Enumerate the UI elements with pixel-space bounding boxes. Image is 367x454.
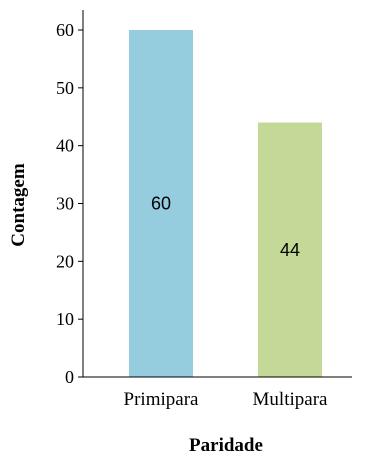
x-axis-labels: Primipara Multipara (124, 389, 328, 410)
bar-primipara (129, 30, 193, 377)
y-axis-title: Contagem (8, 163, 29, 247)
y-tick-label: 30 (56, 194, 74, 214)
x-category-label: Primipara (124, 389, 199, 410)
y-tick-label: 40 (56, 136, 74, 156)
y-tick-label: 50 (56, 78, 74, 98)
y-tick-label: 60 (56, 20, 74, 40)
x-axis-title: Paridade (189, 435, 263, 454)
bar-multipara (258, 122, 322, 378)
bar-value-label: 44 (280, 240, 300, 260)
x-category-label: Multipara (253, 389, 328, 410)
bar-value-label: 60 (151, 194, 171, 214)
y-axis-ticks: 0 10 20 30 40 50 60 (56, 20, 83, 387)
y-tick-label: 20 (56, 251, 74, 271)
y-tick-label: 10 (56, 309, 74, 329)
y-tick-label: 0 (65, 367, 74, 387)
bars: 60 44 (129, 30, 322, 378)
